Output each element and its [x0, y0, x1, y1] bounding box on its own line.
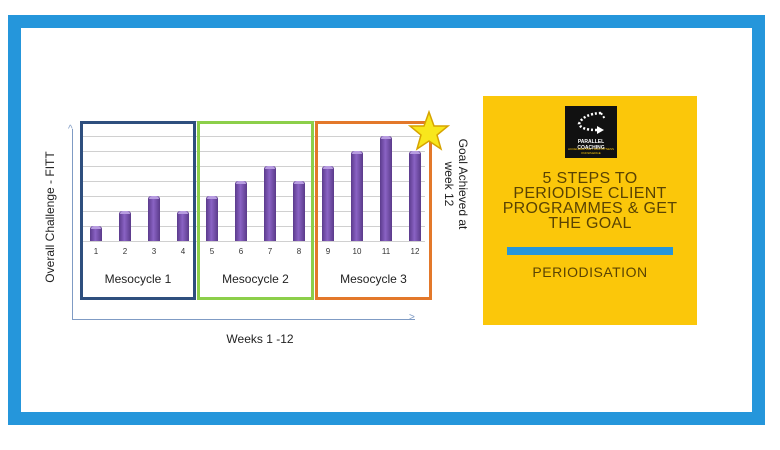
bar-week-6 [235, 181, 247, 241]
bar-week-7 [264, 166, 276, 241]
y-axis-arrow-icon: ^ [68, 124, 73, 135]
logo-title: PARALLEL COACHING [577, 139, 605, 151]
mesocycle-2-label: Mesocycle 2 [222, 272, 289, 286]
headline-line: THE GOAL [548, 215, 632, 232]
parallel-coaching-logo: PARALLEL COACHING ACCELERATING YOUR FITN… [565, 106, 617, 158]
week-label: 12 [410, 247, 420, 256]
mesocycle-2-box: Mesocycle 2 [197, 121, 314, 300]
week-label: 8 [296, 247, 302, 256]
y-axis-label: Overall Challenge - FITT [43, 151, 57, 283]
subtitle: PERIODISATION [532, 264, 648, 280]
x-axis-label: Weeks 1 -12 [226, 332, 294, 346]
bar-week-9 [322, 166, 334, 241]
gridline [80, 166, 425, 167]
bar-week-1 [90, 226, 102, 241]
headline-line: 5 STEPS TO [542, 170, 638, 187]
bar-week-8 [293, 181, 305, 241]
y-axis [72, 129, 73, 320]
mesocycle-1-box: Mesocycle 1 [80, 121, 196, 300]
gridline [80, 226, 425, 227]
x-axis [72, 319, 415, 320]
gridline [80, 211, 425, 212]
week-label: 6 [238, 247, 244, 256]
logo-arrow-icon [577, 111, 606, 134]
gridline [80, 181, 425, 182]
bar-week-10 [351, 151, 363, 241]
week-label: 11 [381, 247, 391, 256]
week-label: 9 [325, 247, 331, 256]
star-icon [408, 110, 450, 151]
headline-line: PERIODISE CLIENT [513, 185, 667, 202]
bar-week-5 [206, 196, 218, 241]
mesocycle-3-label: Mesocycle 3 [340, 272, 407, 286]
x-axis-arrow-icon: > [409, 312, 415, 323]
mesocycle-3-box: Mesocycle 3 [315, 121, 432, 300]
week-label: 5 [209, 247, 215, 256]
logo-tagline: ACCELERATING YOUR FITNESS KNOWLEDGE [567, 147, 615, 155]
divider-bar [507, 247, 673, 255]
week-label: 1 [93, 247, 99, 256]
bar-week-4 [177, 211, 189, 241]
week-label: 4 [180, 247, 186, 256]
week-label: 10 [352, 247, 362, 256]
bar-week-3 [148, 196, 160, 241]
headline: 5 STEPS TO PERIODISE CLIENT PROGRAMMES &… [483, 170, 697, 232]
mesocycle-1-label: Mesocycle 1 [104, 272, 172, 286]
week-label: 3 [151, 247, 157, 256]
gridline [80, 151, 425, 152]
bar-week-11 [380, 136, 392, 241]
gridline [80, 136, 425, 137]
headline-line: PROGRAMMES & GET [502, 200, 678, 217]
gridline [80, 196, 425, 197]
week-label: 2 [122, 247, 128, 256]
promo-card: PARALLEL COACHING ACCELERATING YOUR FITN… [483, 96, 697, 325]
baseline [80, 241, 425, 242]
week-label: 7 [267, 247, 273, 256]
bar-week-2 [119, 211, 131, 241]
bar-week-12 [409, 151, 421, 241]
